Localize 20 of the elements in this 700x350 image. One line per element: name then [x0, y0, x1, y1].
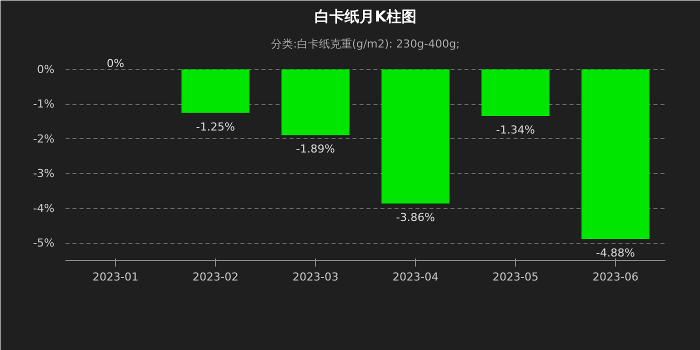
y-tick-label: -1% [33, 98, 54, 111]
data-label: -1.25% [196, 120, 235, 134]
data-label: -3.86% [396, 211, 435, 224]
data-label: -4.88% [596, 246, 635, 260]
y-tick-label: -4% [33, 202, 54, 215]
x-tick-label: 2023-01 [92, 270, 138, 284]
data-label: 0% [106, 56, 124, 70]
data-label: -1.34% [496, 123, 535, 136]
chart-title: 白卡纸月K柱图 [314, 8, 416, 26]
y-tick-label: -3% [33, 167, 54, 180]
x-tick-label: 2023-03 [292, 270, 338, 284]
x-tick-label: 2023-05 [492, 270, 538, 284]
chart-subtitle: 分类:白卡纸克重(g/m2): 230g-400g; [271, 38, 460, 50]
x-tick-label: 2023-04 [392, 270, 438, 284]
x-tick-label: 2023-02 [192, 270, 238, 284]
x-tick-label: 2023-06 [592, 270, 638, 284]
y-tick-label: 0% [37, 62, 54, 76]
y-tick-label: -5% [33, 236, 54, 250]
data-label: -1.89% [296, 142, 335, 156]
y-tick-label: -2% [33, 132, 54, 146]
